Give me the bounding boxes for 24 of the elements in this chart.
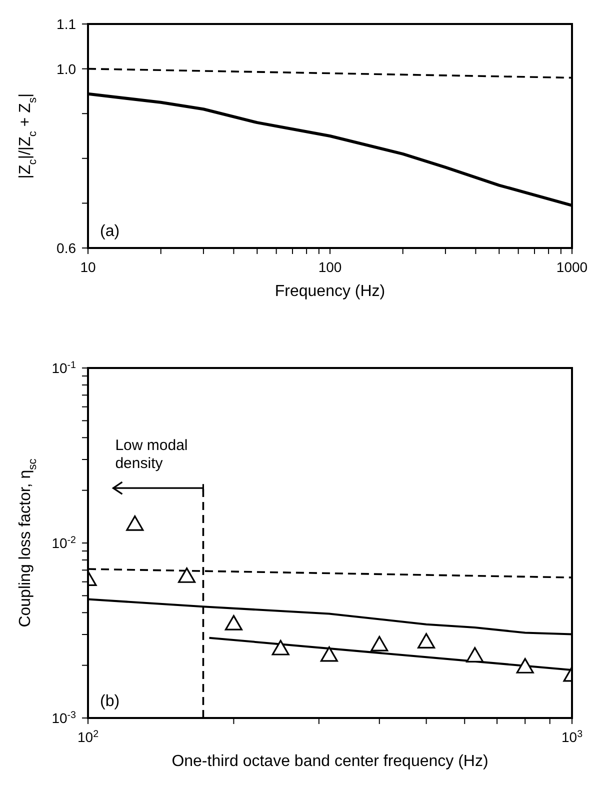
point bbox=[126, 515, 144, 531]
point bbox=[418, 633, 436, 648]
point bbox=[466, 647, 484, 662]
x-axis-title: Frequency (Hz) bbox=[274, 283, 386, 300]
x-axis-title: One-third octave band center frequency (Hz) bbox=[172, 753, 488, 770]
point bbox=[516, 658, 534, 674]
x-tick-label: 1000 bbox=[556, 259, 588, 275]
annotation: (b) bbox=[100, 693, 120, 710]
y-tick-label: 1.0 bbox=[56, 60, 76, 77]
y-tick-label: 10$^{-1}$ bbox=[52, 360, 76, 376]
x-tick-label: 100 bbox=[318, 259, 342, 275]
annotation: Low modal density bbox=[115, 437, 188, 472]
point bbox=[272, 640, 290, 656]
point bbox=[320, 646, 338, 662]
y-tick-label: 10$^{-3}$ bbox=[52, 710, 77, 726]
annotation: (a) bbox=[100, 223, 120, 240]
point bbox=[370, 636, 388, 652]
point bbox=[224, 614, 242, 630]
x-tick-label: 10$^{2}$ bbox=[77, 728, 99, 745]
x-tick-label: 10$^{3}$ bbox=[561, 728, 584, 745]
y-tick-label: 0.6 bbox=[56, 240, 76, 256]
x-tick-label: 10 bbox=[80, 259, 96, 275]
y-tick-label: 1.1 bbox=[56, 16, 76, 32]
y-tick-label: 10$^{-2}$ bbox=[52, 534, 76, 551]
